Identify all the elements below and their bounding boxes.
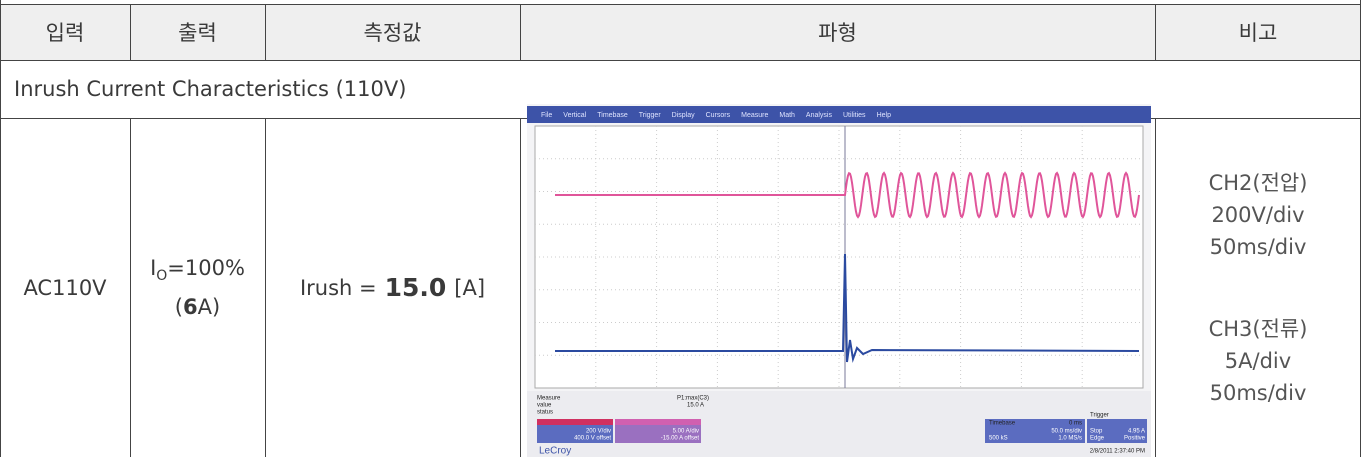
measure-label: value xyxy=(537,403,552,409)
unit: A) xyxy=(198,295,221,319)
output-ratio: IO=100% xyxy=(150,253,245,291)
trigger-setting: 4.95 A xyxy=(1128,429,1145,435)
measure-value: 15.0 A xyxy=(687,403,704,409)
output-load: (6A) xyxy=(175,292,220,322)
measured-cell: Irush = 15.0 [A] xyxy=(265,118,520,457)
menu-item: Timebase xyxy=(597,112,628,119)
header-cell: 측정값 xyxy=(265,4,520,60)
rule xyxy=(265,4,266,60)
rule xyxy=(0,0,1,457)
timebase-setting: 0 ms xyxy=(1069,421,1082,427)
header-cell: 파형 xyxy=(520,4,1155,60)
timebase-setting: Timebase xyxy=(989,421,1016,427)
rule xyxy=(0,60,1361,61)
load: 6 xyxy=(183,295,198,319)
trigger-setting: Stop xyxy=(1090,429,1103,435)
menu-item: Utilities xyxy=(843,112,866,119)
measured-label: Irush = xyxy=(300,276,377,300)
rule xyxy=(265,118,266,457)
measure-label: Measure xyxy=(537,396,561,402)
rule xyxy=(520,118,521,457)
measure-label: status xyxy=(537,410,553,416)
measured-value: 15.0 xyxy=(385,273,447,302)
remark: 200V/div xyxy=(1211,199,1304,231)
menu-item: Vertical xyxy=(563,112,586,119)
menu-item: Measure xyxy=(741,112,768,119)
menu-item: File xyxy=(541,112,552,119)
rule xyxy=(130,118,131,457)
timebase-setting: 50.0 ms/div xyxy=(1051,429,1082,435)
remark: CH3(전류) xyxy=(1209,313,1308,345)
menu-item: Trigger xyxy=(639,112,662,119)
header-cell: 입력 xyxy=(0,4,130,60)
trigger-setting: Positive xyxy=(1124,436,1146,442)
rule xyxy=(1155,118,1156,457)
menu-item: Help xyxy=(877,112,892,119)
menu-item: Math xyxy=(779,112,795,119)
trigger-setting: Edge xyxy=(1090,436,1105,442)
timebase-setting: 500 kS xyxy=(989,436,1008,442)
remark: CH2(전압) xyxy=(1209,167,1308,199)
measure-param: P1:max(C3) xyxy=(677,396,709,402)
remark: 50ms/div xyxy=(1210,231,1307,263)
ratio: =100% xyxy=(167,256,245,280)
current-subscript: O xyxy=(156,269,167,285)
brand: LeCroy xyxy=(539,446,571,457)
ch3-tab xyxy=(615,419,701,425)
ch2-setting: 200 V/div xyxy=(586,429,611,435)
menu-item: Display xyxy=(672,112,695,119)
trigger-setting: Trigger xyxy=(1090,413,1109,419)
timebase-setting: 1.0 MS/s xyxy=(1058,436,1082,442)
menu-item: Cursors xyxy=(706,112,731,119)
remark: 5A/div xyxy=(1225,345,1291,377)
ch3-setting: 5.00 A/div xyxy=(673,429,699,435)
output-cell: IO=100% (6A) xyxy=(130,118,265,457)
input-cell: AC110V xyxy=(0,118,130,457)
remarks-cell: CH2(전압) 200V/div 50ms/div CH3(전류) 5A/div… xyxy=(1155,118,1361,457)
ch3-setting: -15.00 A offset xyxy=(661,436,700,442)
rule xyxy=(1155,4,1156,60)
ch2-setting: 400.0 V offset xyxy=(574,436,611,442)
rule xyxy=(520,4,521,60)
rule xyxy=(0,4,1361,5)
menu-item: Analysis xyxy=(806,112,833,119)
timestamp: 2/8/2011 2:37:40 PM xyxy=(1090,449,1145,455)
header-cell: 출력 xyxy=(130,4,265,60)
header-cell: 비고 xyxy=(1155,4,1361,60)
remark: 50ms/div xyxy=(1210,377,1307,409)
measured-unit: [A] xyxy=(454,276,485,300)
ch2-tab xyxy=(537,419,613,425)
paren: ( xyxy=(175,295,183,319)
rule xyxy=(130,4,131,60)
oscilloscope-screenshot: File Vertical Timebase Trigger Display Cursor… xyxy=(527,104,1151,457)
document: 입력 출력 측정값 파형 비고 Inrush Current Character… xyxy=(0,0,1361,457)
